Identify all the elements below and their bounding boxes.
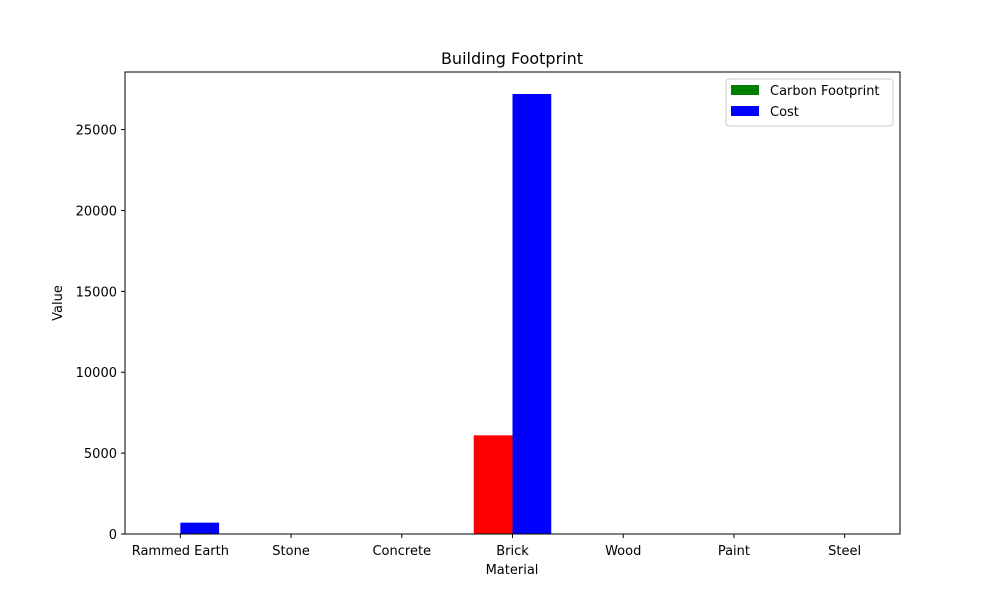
x-tick-label: Stone (272, 544, 310, 559)
y-tick-label: 25000 (76, 124, 117, 139)
legend-label-cost: Cost (770, 105, 799, 120)
y-tick-label: 15000 (76, 285, 117, 300)
x-tick-label: Rammed Earth (132, 544, 229, 559)
legend-box (725, 78, 894, 127)
bars-group (141, 94, 552, 534)
y-tick-label: 10000 (76, 366, 117, 381)
legend: Carbon Footprint Cost (725, 78, 894, 127)
x-tick-label: Brick (496, 544, 529, 559)
y-axis: 0 5000 10000 15000 20000 25000 (76, 124, 125, 543)
x-axis: Rammed Earth Stone Concrete Brick Wood Paint S… (132, 534, 861, 559)
y-tick-label: 5000 (84, 447, 117, 462)
bar-cost-brick (512, 94, 552, 534)
x-tick-label: Paint (718, 544, 750, 559)
x-tick-label: Steel (828, 544, 861, 559)
bar-cost-rammed-earth (180, 522, 220, 534)
legend-label-carbon-footprint: Carbon Footprint (770, 84, 880, 99)
x-tick-label: Wood (605, 544, 641, 559)
y-tick-label: 20000 (76, 204, 117, 219)
x-tick-label: Concrete (372, 544, 431, 559)
legend-swatch-carbon-footprint (731, 85, 759, 95)
y-axis-label: Value (51, 285, 66, 321)
x-axis-label: Material (486, 563, 539, 578)
legend-swatch-cost (731, 106, 759, 116)
y-tick-label: 0 (109, 528, 117, 543)
chart-title: Building Footprint (441, 49, 583, 68)
bar-carbon-footprint-brick (473, 435, 513, 534)
